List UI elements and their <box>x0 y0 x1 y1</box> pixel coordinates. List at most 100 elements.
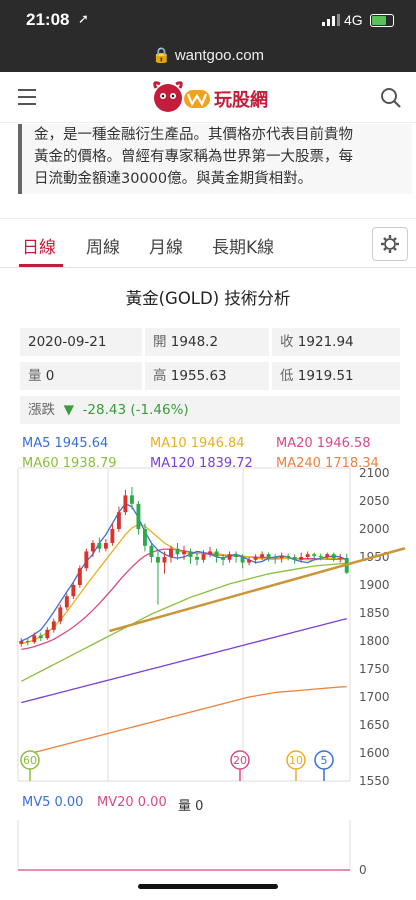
y-tick-label: 1650 <box>359 718 390 732</box>
ma5-line <box>20 503 347 642</box>
candle-body <box>169 548 173 557</box>
candle-body <box>116 512 121 529</box>
candle-body <box>188 551 193 557</box>
open-label: 開 <box>153 334 167 350</box>
candle-body <box>149 545 154 557</box>
candle-body <box>338 558 343 560</box>
signal-icon <box>322 14 340 26</box>
home-indicator <box>138 884 278 889</box>
close-value: 1921.94 <box>297 334 354 350</box>
y-tick-label: 1900 <box>359 578 390 592</box>
ma20-legend: MA20 1946.58 <box>276 436 371 451</box>
candle-body <box>279 555 284 559</box>
ma10-legend: MA10 1946.84 <box>150 436 245 451</box>
ma60-legend: MA60 1938.79 <box>22 456 117 471</box>
site-header: 玩股網 <box>0 72 416 123</box>
description-line: 日流動金額達30000億。與黃金期貨相對。 <box>34 171 313 187</box>
tab-daily[interactable]: 日線 <box>22 238 56 258</box>
ma5-legend: MA5 1945.64 <box>22 436 109 451</box>
candlestick-chart[interactable]: 2100205020001950190018501800175017001650… <box>0 440 416 880</box>
period-tabs: 日線 周線 月線 長期K線 <box>0 218 416 268</box>
url-text: wantgoo.com <box>174 47 265 64</box>
y-tick-label: 2050 <box>359 494 390 508</box>
candle-body <box>292 557 297 560</box>
ma120-line <box>21 618 347 704</box>
ma5-marker <box>314 750 334 770</box>
candle-body <box>156 557 160 563</box>
ma20-marker <box>230 750 250 770</box>
battery-icon <box>370 14 394 27</box>
candle-body <box>260 554 265 557</box>
candle-body <box>299 557 304 560</box>
mv5-legend: MV5 0.00 <box>22 795 84 810</box>
candle-body <box>182 551 186 555</box>
menu-icon[interactable] <box>18 89 36 110</box>
ma20-line <box>21 548 347 651</box>
settings-button[interactable] <box>372 227 408 261</box>
candle-body <box>142 529 147 546</box>
candle-body <box>273 557 278 559</box>
change-label: 漲跌 <box>28 402 55 418</box>
y-tick-label: 2000 <box>359 522 390 536</box>
brand-logo[interactable] <box>148 80 212 114</box>
candle-body <box>136 503 141 529</box>
candle-body <box>227 554 232 560</box>
candle-body <box>51 621 56 630</box>
open-value: 1948.2 <box>170 334 219 350</box>
candle-body <box>305 554 310 557</box>
candle-body <box>58 607 63 622</box>
url-bar[interactable]: 🔒 wantgoo.com <box>151 47 265 64</box>
candle-body <box>84 551 89 569</box>
info-volume: 量 0 <box>20 362 142 390</box>
tab-monthly[interactable]: 月線 <box>149 238 183 258</box>
candle-body <box>110 529 115 543</box>
ma60-marker-label: 60 <box>23 754 37 767</box>
location-arrow-icon: ➚ <box>78 12 89 27</box>
tab-long-term[interactable]: 長期K線 <box>212 238 275 258</box>
high-label: 高 <box>153 368 167 384</box>
candles <box>19 487 349 647</box>
candle-body <box>90 543 95 552</box>
low-value: 1919.51 <box>297 368 354 384</box>
ma5-marker-label: 5 <box>321 754 328 767</box>
info-change: 漲跌 ▼ -28.43 (-1.46%) <box>20 396 400 424</box>
search-icon[interactable] <box>380 87 402 109</box>
candle-body <box>195 557 199 560</box>
candle-body <box>64 596 69 608</box>
ma240-legend: MA240 1718.34 <box>276 456 379 471</box>
low-label: 低 <box>280 368 294 384</box>
candle-body <box>103 543 108 549</box>
ma10-marker-label: 10 <box>289 754 303 767</box>
ma-lines <box>20 503 347 757</box>
candle-body <box>208 551 212 555</box>
info-date: 2020-09-21 <box>20 328 142 356</box>
y-tick-label: 1800 <box>359 634 390 648</box>
ma10-line <box>21 523 347 645</box>
y-tick-label: 2100 <box>359 466 390 480</box>
candle-body <box>129 495 134 504</box>
candle-body <box>77 568 82 585</box>
candle-body <box>318 555 323 557</box>
gear-icon <box>381 235 399 253</box>
active-tab-indicator <box>19 264 63 267</box>
candle-body <box>175 548 180 555</box>
y-tick-label: 1600 <box>359 746 390 760</box>
tab-weekly[interactable]: 周線 <box>86 238 120 258</box>
volume-label: 量 <box>28 368 42 384</box>
candle-body <box>123 495 128 513</box>
status-bar: 21:08 ➚ 4G 🔒 wantgoo.com <box>0 0 416 72</box>
ma240-line <box>21 686 347 757</box>
candle-body <box>266 554 271 557</box>
candle-body <box>253 557 258 560</box>
candle-body <box>325 554 330 557</box>
info-low: 低 1919.51 <box>272 362 400 390</box>
candle-body <box>32 635 37 643</box>
y-tick-label: 1700 <box>359 690 390 704</box>
high-value: 1955.63 <box>170 368 227 384</box>
down-triangle-icon: ▼ <box>59 402 79 418</box>
brand-name: 玩股網 <box>214 90 268 111</box>
y-tick-label: 1550 <box>359 774 390 788</box>
y-tick-label: 1850 <box>359 606 390 620</box>
product-description: 金，是一種金融衍生產品。其價格亦代表目前貴物 黃金的價格。曾經有專家稱為世界第一… <box>18 124 412 194</box>
volume-value: 0 <box>45 368 55 384</box>
